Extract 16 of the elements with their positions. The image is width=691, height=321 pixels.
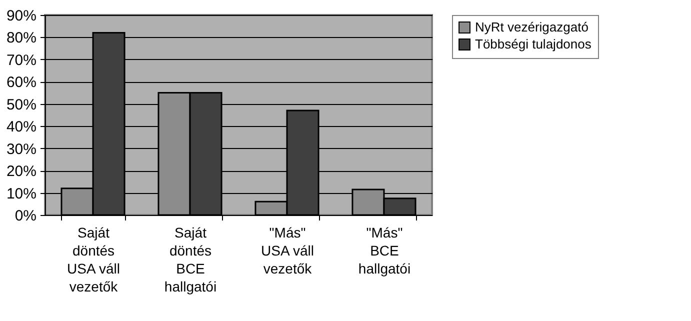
y-tick-label: 90% (6, 8, 36, 24)
y-tick-label: 80% (6, 30, 36, 47)
y-tick-label: 50% (6, 96, 36, 114)
x-tick-label: "Más" USA váll vezetők (261, 224, 314, 276)
y-tick-label: 30% (6, 140, 36, 158)
y-tick-label: 0% (14, 208, 36, 224)
legend-label: Többségi tulajdonos (475, 36, 592, 52)
y-tick-label: 10% (6, 185, 36, 202)
x-tick-label: Saját döntés BCE hallgatói (164, 224, 217, 294)
y-tick-label: 60% (6, 74, 36, 92)
x-tick-label: "Más" BCE hallgatói (358, 224, 411, 276)
y-tick-label: 20% (6, 163, 36, 180)
x-tick-label: Saját döntés USA váll vezetők (67, 224, 120, 294)
y-tick-label: 40% (6, 118, 36, 136)
legend-label: NyRt vezérigazgató (475, 20, 588, 34)
y-tick-label: 70% (6, 52, 36, 69)
